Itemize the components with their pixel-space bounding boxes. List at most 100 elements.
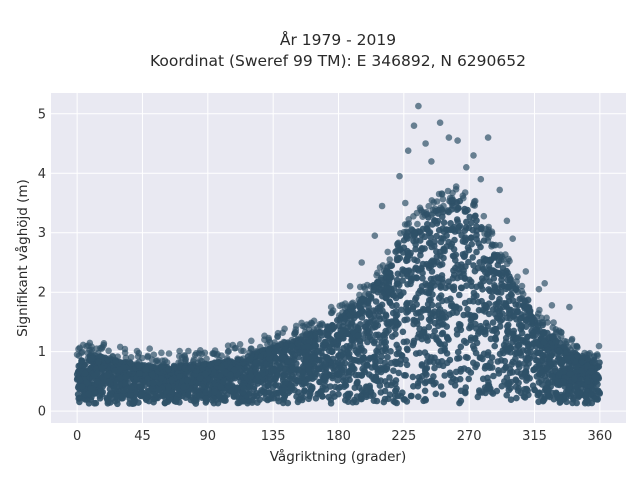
scatter-point (211, 347, 219, 354)
scatter-point (532, 357, 540, 364)
scatter-point (164, 366, 172, 373)
scatter-point (240, 355, 247, 362)
scatter-point (541, 280, 548, 287)
scatter-point (217, 383, 224, 391)
scatter-point (389, 379, 396, 387)
scatter-point (397, 230, 404, 237)
scatter-point (457, 365, 465, 373)
scatter-point (168, 376, 175, 384)
scatter-point (478, 225, 485, 233)
scatter-point (458, 284, 466, 292)
scatter-point (512, 301, 520, 308)
scatter-point (533, 373, 541, 380)
scatter-point (460, 253, 468, 260)
scatter-point (457, 397, 465, 405)
scatter-point (456, 375, 464, 383)
scatter-point (502, 334, 510, 342)
scatter-point (270, 366, 277, 374)
scatter-point (82, 359, 90, 367)
scatter-point (393, 399, 401, 407)
scatter-point (498, 276, 505, 284)
scatter-point (556, 395, 564, 403)
scatter-point (492, 301, 499, 308)
scatter-point (339, 309, 346, 316)
scatter-point (596, 359, 603, 366)
scatter-point (429, 291, 436, 298)
scatter-point (573, 352, 581, 359)
scatter-point (422, 280, 430, 288)
scatter-point (588, 368, 595, 375)
scatter-point (566, 303, 573, 311)
scatter-point (415, 309, 422, 316)
scatter-point (407, 392, 415, 400)
scatter-point (482, 268, 489, 276)
scatter-point (518, 295, 525, 302)
scatter-point (591, 395, 599, 403)
scatter-point (528, 317, 536, 324)
scatter-point (454, 137, 461, 144)
scatter-point (564, 387, 572, 394)
scatter-point (454, 348, 462, 356)
scatter-point (525, 342, 532, 350)
scatter-point (440, 228, 448, 236)
scatter-point (294, 340, 302, 348)
scatter-point (526, 375, 533, 382)
scatter-point (265, 355, 273, 362)
scatter-point (541, 372, 549, 380)
scatter-point (370, 287, 378, 294)
scatter-point (196, 375, 204, 382)
scatter-point (105, 347, 112, 355)
scatter-point (357, 393, 365, 400)
scatter-point (201, 349, 209, 357)
scatter-point (450, 271, 458, 279)
scatter-point (512, 383, 520, 391)
scatter-point (591, 352, 598, 360)
scatter-point (331, 323, 338, 330)
scatter-point (496, 186, 504, 194)
scatter-point (142, 366, 150, 373)
scatter-point (248, 337, 255, 345)
scatter-point (425, 323, 433, 331)
scatter-point (87, 385, 94, 392)
scatter-point (400, 267, 408, 275)
scatter-point (365, 303, 372, 311)
scatter-point (94, 378, 101, 385)
scatter-point (489, 319, 497, 326)
scatter-point (392, 308, 400, 315)
y-tick-label: 2 (38, 286, 46, 301)
scatter-point (477, 175, 485, 183)
scatter-point (550, 319, 557, 326)
scatter-point (438, 330, 446, 338)
scatter-point (232, 344, 239, 352)
scatter-point (465, 258, 472, 266)
scatter-point (455, 320, 463, 328)
scatter-point (403, 338, 411, 345)
scatter-point (409, 373, 417, 381)
scatter-point (356, 303, 363, 310)
scatter-point (344, 398, 352, 406)
scatter-point (565, 362, 572, 370)
scatter-point (482, 302, 490, 309)
scatter-point (485, 382, 493, 389)
scatter-point (324, 325, 332, 332)
scatter-point (495, 367, 502, 374)
scatter-point (340, 350, 347, 358)
scatter-point (555, 327, 563, 335)
scatter-point (516, 341, 523, 349)
scatter-points (73, 102, 603, 408)
scatter-point (518, 282, 526, 290)
scatter-point (203, 355, 210, 363)
scatter-point (428, 158, 435, 165)
scatter-point (490, 372, 497, 380)
scatter-point (469, 254, 477, 261)
scatter-point (333, 344, 341, 351)
scatter-point (478, 325, 485, 332)
scatter-point (509, 235, 516, 242)
scatter-point (352, 371, 359, 379)
scatter-point (454, 205, 462, 212)
scatter-point (333, 331, 341, 339)
scatter-point (135, 362, 143, 369)
scatter-point (408, 269, 415, 276)
scatter-point (478, 275, 486, 282)
scatter-point (325, 355, 332, 363)
